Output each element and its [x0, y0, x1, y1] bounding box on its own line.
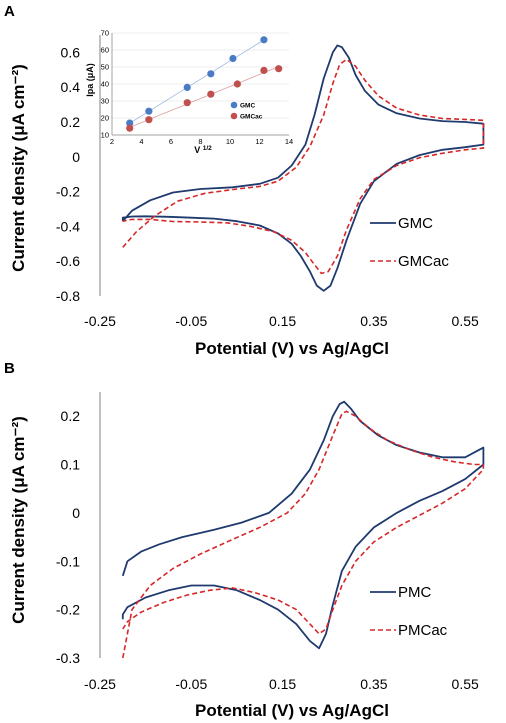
panel-b-series — [121, 400, 485, 659]
panel-a-series — [121, 44, 485, 292]
panel-a-legend: GMC GMCac — [370, 215, 449, 270]
inset-point-gmc — [229, 54, 237, 63]
panel-a-label: A — [4, 3, 15, 20]
inset-trendline-gmc — [129, 39, 265, 124]
panel-a-legend-label: GMCac — [398, 253, 449, 270]
panel-b: B 0.2 0.1 0 -0.1 -0.2 -0.3 -0.25 -0.05 0.15 0.35… — [4, 360, 485, 720]
panel-a-y-ticks: 0.6 0.4 0.2 0 -0.2 -0.4 -0.6 -0.8 — [56, 44, 80, 304]
panel-b-y-tick-label: -0.3 — [56, 650, 80, 666]
panel-b-legend: PMC PMCac — [370, 584, 448, 639]
inset-x-tick-label: 2 — [110, 137, 114, 146]
inset-legend-marker — [230, 112, 238, 120]
panel-b-y-tick-label: 0 — [72, 505, 80, 521]
panel-b-y-axis-label: Current density (μA cm⁻²) — [9, 416, 28, 624]
panel-a-inset-chart: Ipa (μA) V 1/2 10 20 30 40 50 60 70 2 4 6 8 10 12 14 G… — [85, 29, 293, 156]
panel-a-x-tick-label: -0.05 — [175, 313, 207, 329]
panel-a-x-axis-label: Potential (V) vs Ag/AgCl — [195, 339, 389, 358]
panel-a-y-tick-label: -0.2 — [56, 184, 80, 200]
inset-y-tick-label: 70 — [101, 29, 109, 38]
inset-x-tick-label: 10 — [226, 137, 234, 146]
panel-b-x-ticks: -0.25 -0.05 0.15 0.35 0.55 — [84, 676, 479, 692]
panel-a-series-gmc — [121, 44, 485, 292]
inset-y-tick-label: 30 — [101, 97, 109, 106]
inset-legend-label: GMC — [240, 102, 255, 109]
panel-a-x-tick-label: -0.25 — [84, 313, 116, 329]
panel-a-y-tick-label: -0.6 — [56, 253, 80, 269]
panel-a-x-tick-label: 0.15 — [269, 313, 296, 329]
panel-b-x-tick-label: 0.55 — [452, 676, 479, 692]
inset-point-gmc — [145, 107, 153, 115]
panel-a-y-tick-label: 0 — [72, 149, 80, 165]
inset-point-gmc — [126, 119, 134, 127]
inset-y-tick-label: 40 — [101, 80, 109, 89]
inset-point-gmcac — [183, 99, 191, 107]
panel-a-y-tick-label: 0.6 — [61, 44, 81, 60]
inset-point-gmc — [207, 70, 215, 78]
panel-b-x-axis-label: Potential (V) vs Ag/AgCl — [195, 701, 389, 720]
panel-a: A 0.6 0.4 0.2 0 -0.2 -0.4 -0.6 -0.8 -0.25 -0.05 0… — [4, 3, 485, 358]
inset-y-tick-label: 20 — [101, 114, 109, 123]
panel-b-x-tick-label: -0.05 — [175, 676, 207, 692]
inset-y-tick-label: 50 — [101, 63, 109, 72]
inset-legend-marker — [230, 101, 238, 109]
inset-x-tick-label: 12 — [255, 137, 263, 146]
panel-b-legend-label: PMC — [398, 584, 432, 601]
panel-a-y-tick-label: -0.4 — [56, 218, 80, 234]
panel-a-y-axis-label: Current density (μA cm⁻²) — [9, 64, 28, 272]
panel-a-x-tick-label: 0.35 — [360, 313, 387, 329]
inset-x-tick-label: 6 — [169, 137, 173, 146]
inset-legend-label: GMCac — [240, 113, 263, 120]
panel-b-y-tick-label: -0.2 — [56, 602, 80, 618]
inset-trendline-gmcac — [129, 66, 279, 128]
inset-point-gmcac — [145, 116, 153, 124]
inset-x-tick-label: 14 — [285, 137, 293, 146]
panel-b-series-pmc — [121, 400, 485, 650]
panel-a-y-tick-label: 0.2 — [61, 114, 81, 130]
inset-x-tick-label: 4 — [139, 137, 143, 146]
panel-a-series-gmcac — [122, 58, 485, 275]
inset-point-gmcac — [260, 66, 268, 74]
panel-b-y-tick-label: 0.1 — [61, 457, 81, 473]
panel-b-label: B — [4, 360, 15, 377]
panel-b-x-tick-label: -0.25 — [84, 676, 116, 692]
panel-a-x-ticks: -0.25 -0.05 0.15 0.35 0.55 — [84, 313, 479, 329]
inset-point-gmc — [260, 36, 268, 44]
inset-y-tick-label: 10 — [101, 131, 109, 140]
inset-point-gmc — [183, 83, 191, 91]
panel-b-y-tick-label: 0.2 — [61, 408, 81, 424]
panel-a-y-tick-label: 0.4 — [61, 79, 81, 95]
inset-point-gmcac — [275, 65, 283, 73]
panel-b-y-tick-label: -0.1 — [56, 553, 80, 569]
inset-y-axis-label: Ipa (μA) — [85, 63, 95, 97]
panel-a-y-tick-label: -0.8 — [56, 288, 80, 304]
panel-b-legend-label: PMCac — [398, 622, 448, 639]
inset-point-gmcac — [126, 124, 134, 132]
panel-a-legend-label: GMC — [398, 215, 433, 232]
panel-b-y-ticks: 0.2 0.1 0 -0.1 -0.2 -0.3 — [56, 408, 80, 666]
inset-y-tick-label: 60 — [101, 46, 109, 55]
panel-b-x-tick-label: 0.15 — [269, 676, 296, 692]
inset-point-gmcac — [207, 90, 215, 98]
panel-b-x-tick-label: 0.35 — [360, 676, 387, 692]
inset-x-tick-label: 8 — [198, 137, 202, 146]
panel-b-series-pmcac — [122, 410, 485, 659]
inset-point-gmcac — [233, 80, 241, 88]
panel-a-x-tick-label: 0.55 — [452, 313, 479, 329]
inset-x-axis-label: V 1/2 — [194, 145, 212, 155]
